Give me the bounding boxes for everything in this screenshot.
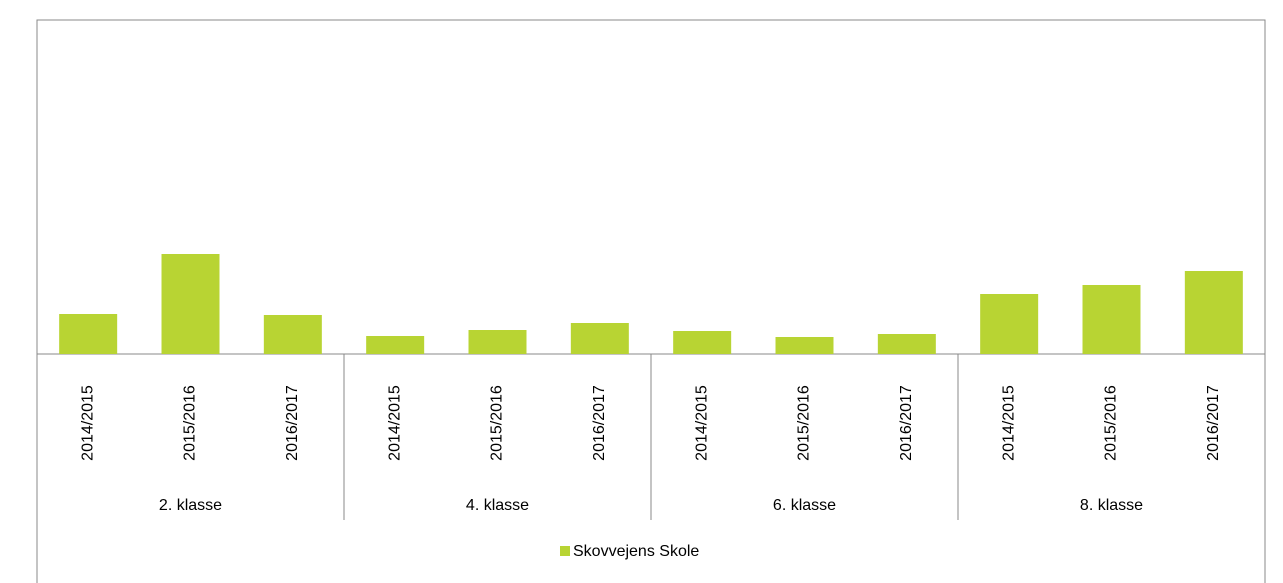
legend-swatch [560, 546, 570, 556]
bar [570, 323, 629, 354]
x-tick-label: 2014/2015 [693, 385, 710, 461]
bar [877, 334, 936, 354]
bar [980, 294, 1039, 354]
bar [263, 315, 322, 354]
group-label: 4. klasse [466, 497, 529, 514]
legend-label: Skovvejens Skole [573, 543, 699, 560]
bar [775, 337, 834, 354]
bar [366, 336, 425, 354]
x-tick-label: 2016/2017 [898, 385, 915, 461]
bar [468, 330, 527, 354]
x-tick-label: 2015/2016 [796, 385, 813, 461]
x-tick-label: 2014/2015 [386, 385, 403, 461]
x-tick-label: 2015/2016 [489, 385, 506, 461]
bar [1184, 271, 1243, 354]
chart-frame [36, 19, 1266, 583]
x-tick-label: 2014/2015 [1000, 385, 1017, 461]
bar [1082, 285, 1141, 354]
x-tick-label: 2016/2017 [1205, 385, 1222, 461]
bar [673, 331, 732, 354]
x-tick-label: 2016/2017 [284, 385, 301, 461]
group-label: 6. klasse [773, 497, 836, 514]
group-label: 8. klasse [1080, 497, 1143, 514]
x-tick-label: 2015/2016 [182, 385, 199, 461]
x-tick-label: 2014/2015 [79, 385, 96, 461]
group-label: 2. klasse [159, 497, 222, 514]
bar [161, 254, 220, 354]
x-tick-label: 2016/2017 [591, 385, 608, 461]
bar [59, 314, 118, 354]
x-tick-label: 2015/2016 [1103, 385, 1120, 461]
